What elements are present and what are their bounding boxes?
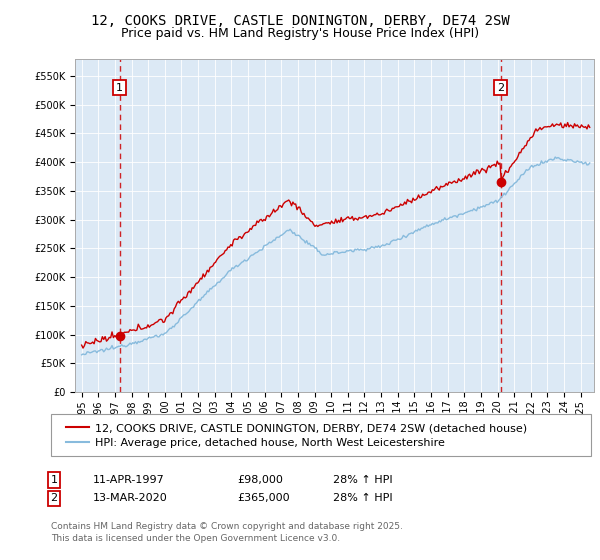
Text: Price paid vs. HM Land Registry's House Price Index (HPI): Price paid vs. HM Land Registry's House … xyxy=(121,27,479,40)
Text: 11-APR-1997: 11-APR-1997 xyxy=(93,475,165,485)
Text: Contains HM Land Registry data © Crown copyright and database right 2025.
This d: Contains HM Land Registry data © Crown c… xyxy=(51,522,403,543)
Text: 2: 2 xyxy=(50,493,58,503)
Text: 12, COOKS DRIVE, CASTLE DONINGTON, DERBY, DE74 2SW: 12, COOKS DRIVE, CASTLE DONINGTON, DERBY… xyxy=(91,14,509,28)
Text: £365,000: £365,000 xyxy=(237,493,290,503)
Text: 1: 1 xyxy=(116,82,123,92)
Text: 1: 1 xyxy=(50,475,58,485)
Text: 28% ↑ HPI: 28% ↑ HPI xyxy=(333,475,392,485)
Legend: 12, COOKS DRIVE, CASTLE DONINGTON, DERBY, DE74 2SW (detached house), HPI: Averag: 12, COOKS DRIVE, CASTLE DONINGTON, DERBY… xyxy=(62,419,532,452)
Text: 2: 2 xyxy=(497,82,504,92)
Text: 28% ↑ HPI: 28% ↑ HPI xyxy=(333,493,392,503)
Text: 13-MAR-2020: 13-MAR-2020 xyxy=(93,493,168,503)
Text: £98,000: £98,000 xyxy=(237,475,283,485)
